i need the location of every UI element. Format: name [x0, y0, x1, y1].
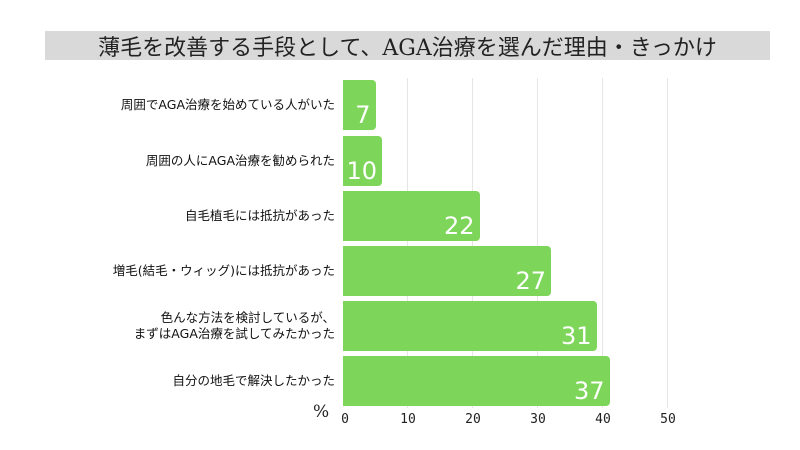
- x-tick-label: 10: [400, 412, 416, 427]
- x-tick-label: 0: [341, 412, 349, 427]
- bar: 37: [343, 356, 610, 406]
- x-tick-label: 20: [465, 412, 481, 427]
- gridline-20: [472, 78, 473, 408]
- category-label: 自毛植毛には抵抗があった: [184, 208, 335, 223]
- bar-value-label: 22: [443, 212, 475, 240]
- chart-title: 薄毛を改善する手段として、AGA治療を選んだ理由・きっかけ: [45, 31, 770, 61]
- bar: 31: [343, 301, 597, 351]
- category-label: 色んな方法を検討しているが、 まずはAGA治療を試してみたかった: [133, 310, 335, 341]
- gridline-30: [537, 78, 538, 408]
- category-label: 周囲でAGA治療を始めている人がいた: [120, 97, 335, 112]
- bar-value-label: 27: [515, 267, 546, 295]
- bar-value-label: 37: [573, 377, 605, 405]
- category-label: 自分の地毛で解決したかった: [172, 373, 335, 388]
- axis-unit-label: %: [313, 402, 330, 422]
- bar-value-label: 31: [560, 322, 592, 350]
- bar: 7: [343, 80, 376, 130]
- gridline-10: [407, 78, 408, 408]
- bar: 10: [343, 136, 382, 186]
- gridline-40: [602, 78, 603, 408]
- x-tick-label: 40: [595, 412, 611, 427]
- bar-value-label: 7: [355, 101, 371, 129]
- bar: 27: [343, 246, 551, 296]
- bar: 22: [343, 191, 480, 241]
- category-label: 周囲の人にAGA治療を勧められた: [145, 153, 335, 168]
- gridline-50: [667, 78, 668, 408]
- category-label: 増毛(結毛・ウィッグ)には抵抗があった: [112, 263, 335, 278]
- x-tick-label: 50: [660, 412, 676, 427]
- x-tick-label: 30: [530, 412, 546, 427]
- plot-area: 7 10 22 27 31 37: [343, 78, 673, 408]
- bar-value-label: 10: [346, 157, 377, 185]
